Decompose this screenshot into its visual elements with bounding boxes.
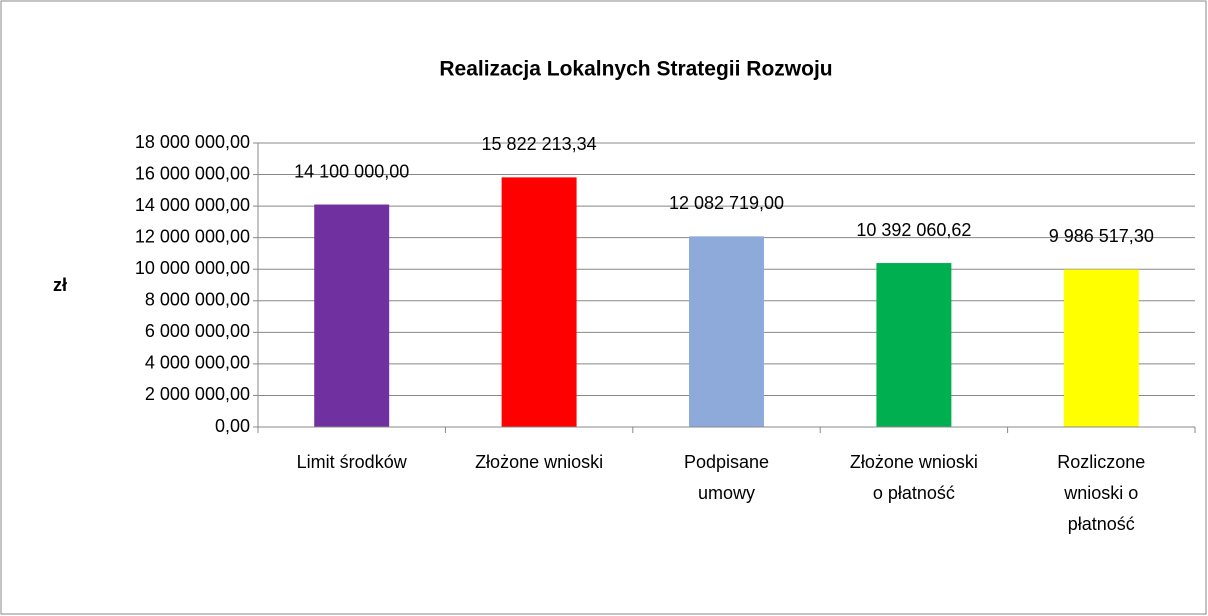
y-tick-label: 10 000 000,00 bbox=[135, 258, 250, 278]
x-tick-label: Rozliczone wnioski o płatność bbox=[1057, 452, 1145, 534]
y-tick-label: 18 000 000,00 bbox=[135, 132, 250, 152]
y-tick-label: 4 000 000,00 bbox=[145, 353, 250, 373]
y-tick-label: 8 000 000,00 bbox=[145, 290, 250, 310]
data-label: 10 392 060,62 bbox=[856, 220, 971, 240]
x-tick-label: Złożone wnioski o płatność bbox=[850, 452, 978, 503]
x-tick-label: Limit środków bbox=[297, 452, 408, 472]
y-tick-label: 16 000 000,00 bbox=[135, 163, 250, 183]
y-tick-label: 14 000 000,00 bbox=[135, 195, 250, 215]
y-tick-label: 12 000 000,00 bbox=[135, 226, 250, 246]
bar bbox=[1063, 269, 1139, 427]
x-tick-label: Złożone wnioski bbox=[475, 452, 603, 472]
bar bbox=[501, 177, 577, 427]
x-tick-label: Podpisane umowy bbox=[684, 452, 769, 503]
y-tick-label: 6 000 000,00 bbox=[145, 321, 250, 341]
data-label: 15 822 213,34 bbox=[482, 134, 597, 154]
y-tick-label: 2 000 000,00 bbox=[145, 384, 250, 404]
chart-title: Realizacja Lokalnych Strategii Rozwoju bbox=[439, 58, 832, 81]
y-axis-label: zł bbox=[53, 275, 67, 295]
data-label: 12 082 719,00 bbox=[669, 193, 784, 213]
bar bbox=[689, 236, 764, 427]
data-label: 9 986 517,30 bbox=[1049, 226, 1154, 246]
y-tick-label: 0,00 bbox=[215, 416, 250, 436]
data-label: 14 100 000,00 bbox=[294, 161, 409, 181]
bar bbox=[314, 204, 390, 427]
bar bbox=[876, 263, 952, 427]
